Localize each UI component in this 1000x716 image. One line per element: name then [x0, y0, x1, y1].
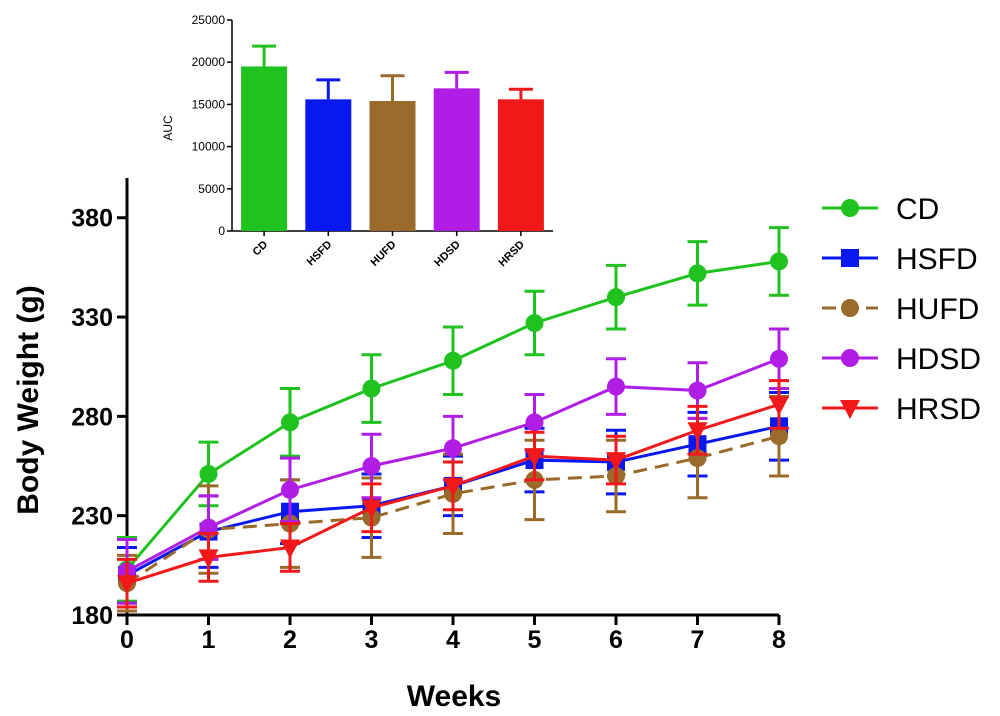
x-tick-label: 8 — [772, 626, 786, 654]
x-tick-label: 5 — [528, 626, 542, 654]
legend-label-hdsd: HDSD — [896, 343, 981, 376]
x-tick-label: 4 — [446, 626, 460, 654]
legend-marker-hdsd — [841, 349, 859, 367]
legend-label-cd: CD — [896, 193, 939, 226]
inset-bars-group — [241, 44, 544, 231]
series-cd — [117, 226, 789, 603]
legend-marker-hrsd — [840, 400, 860, 419]
inset-x-tick-label: HUFD — [369, 239, 399, 269]
point-hdsd — [362, 457, 381, 476]
inset-y-tick-label: 5000 — [198, 182, 225, 196]
bar-hsfd — [305, 99, 352, 231]
point-cd — [607, 288, 625, 307]
point-cd — [688, 264, 707, 283]
x-tick-label: 7 — [691, 626, 705, 654]
point-hdsd — [444, 439, 462, 458]
point-hrsd — [687, 422, 708, 442]
inset-y-tick-label: 0 — [218, 224, 225, 238]
x-tick-label: 0 — [120, 626, 134, 654]
point-hdsd — [770, 349, 788, 368]
main-series-group — [117, 226, 789, 613]
x-tick-label: 2 — [283, 626, 297, 654]
body-weight-line-chart: 180 230 280 330 380 0 1 2 3 4 5 6 7 8 Body Weight (g)… — [12, 178, 789, 713]
point-hufd — [770, 427, 788, 446]
x-axis-title: Weeks — [407, 680, 502, 713]
point-hdsd — [607, 377, 625, 396]
y-tick-label: 230 — [71, 503, 113, 531]
y-tick-label: 330 — [71, 304, 113, 332]
legend-label-hsfd: HSFD — [896, 243, 978, 276]
inset-x-tick-label: HRSD — [496, 239, 527, 270]
point-hdsd — [688, 381, 707, 400]
inset-x-tick-label: HSFD — [305, 239, 335, 269]
inset-y-tick-label: 20000 — [192, 55, 226, 69]
y-axis-title: Body Weight (g) — [12, 285, 45, 514]
series-hrsd — [117, 379, 789, 609]
point-cd — [525, 314, 544, 333]
x-tick-label: 3 — [365, 626, 379, 654]
inset-y-tick-label: 10000 — [192, 140, 226, 154]
legend-marker-hsfd — [841, 249, 859, 267]
legend-label-hufd: HUFD — [896, 293, 979, 326]
main-axes: 180 230 280 330 380 0 1 2 3 4 5 6 7 8 — [71, 178, 786, 654]
x-tick-label: 6 — [609, 626, 623, 654]
inset-x-tick-label: HDSD — [432, 239, 463, 270]
point-cd — [281, 413, 299, 432]
point-hdsd — [525, 413, 544, 432]
legend-label-hrsd: HRSD — [896, 393, 981, 426]
point-hrsd — [280, 539, 300, 559]
bar-hufd — [369, 101, 416, 231]
point-hrsd — [361, 499, 382, 519]
legend-marker-cd — [841, 199, 859, 217]
bar-cd — [241, 66, 288, 231]
point-cd — [770, 252, 788, 271]
point-cd — [199, 464, 218, 483]
auc-bar-chart-inset: 0 5000 10000 15000 20000 25000 CD HSFD HUFD HDSD H… — [161, 13, 553, 269]
point-hrsd — [443, 477, 463, 497]
point-hrsd — [769, 396, 789, 416]
inset-y-tick-label: 25000 — [192, 13, 226, 27]
legend: CD HSFD HUFD HDSD HRSD — [822, 193, 981, 426]
bar-hrsd — [497, 99, 544, 231]
point-hrsd — [198, 549, 219, 569]
y-tick-label: 280 — [71, 403, 113, 431]
x-tick-label: 1 — [202, 626, 216, 654]
point-cd — [444, 351, 462, 370]
point-hrsd — [117, 575, 137, 595]
point-hdsd — [281, 480, 299, 499]
point-hrsd — [606, 452, 626, 472]
y-tick-label: 180 — [71, 602, 113, 630]
inset-y-axis-title: AUC — [161, 115, 175, 141]
y-tick-label: 380 — [71, 205, 113, 233]
inset-y-tick-label: 15000 — [192, 97, 226, 111]
point-cd — [362, 379, 381, 398]
bar-hdsd — [433, 88, 480, 231]
legend-marker-hufd — [841, 299, 859, 317]
inset-x-tick-label: CD — [250, 239, 270, 259]
point-hrsd — [524, 448, 545, 468]
